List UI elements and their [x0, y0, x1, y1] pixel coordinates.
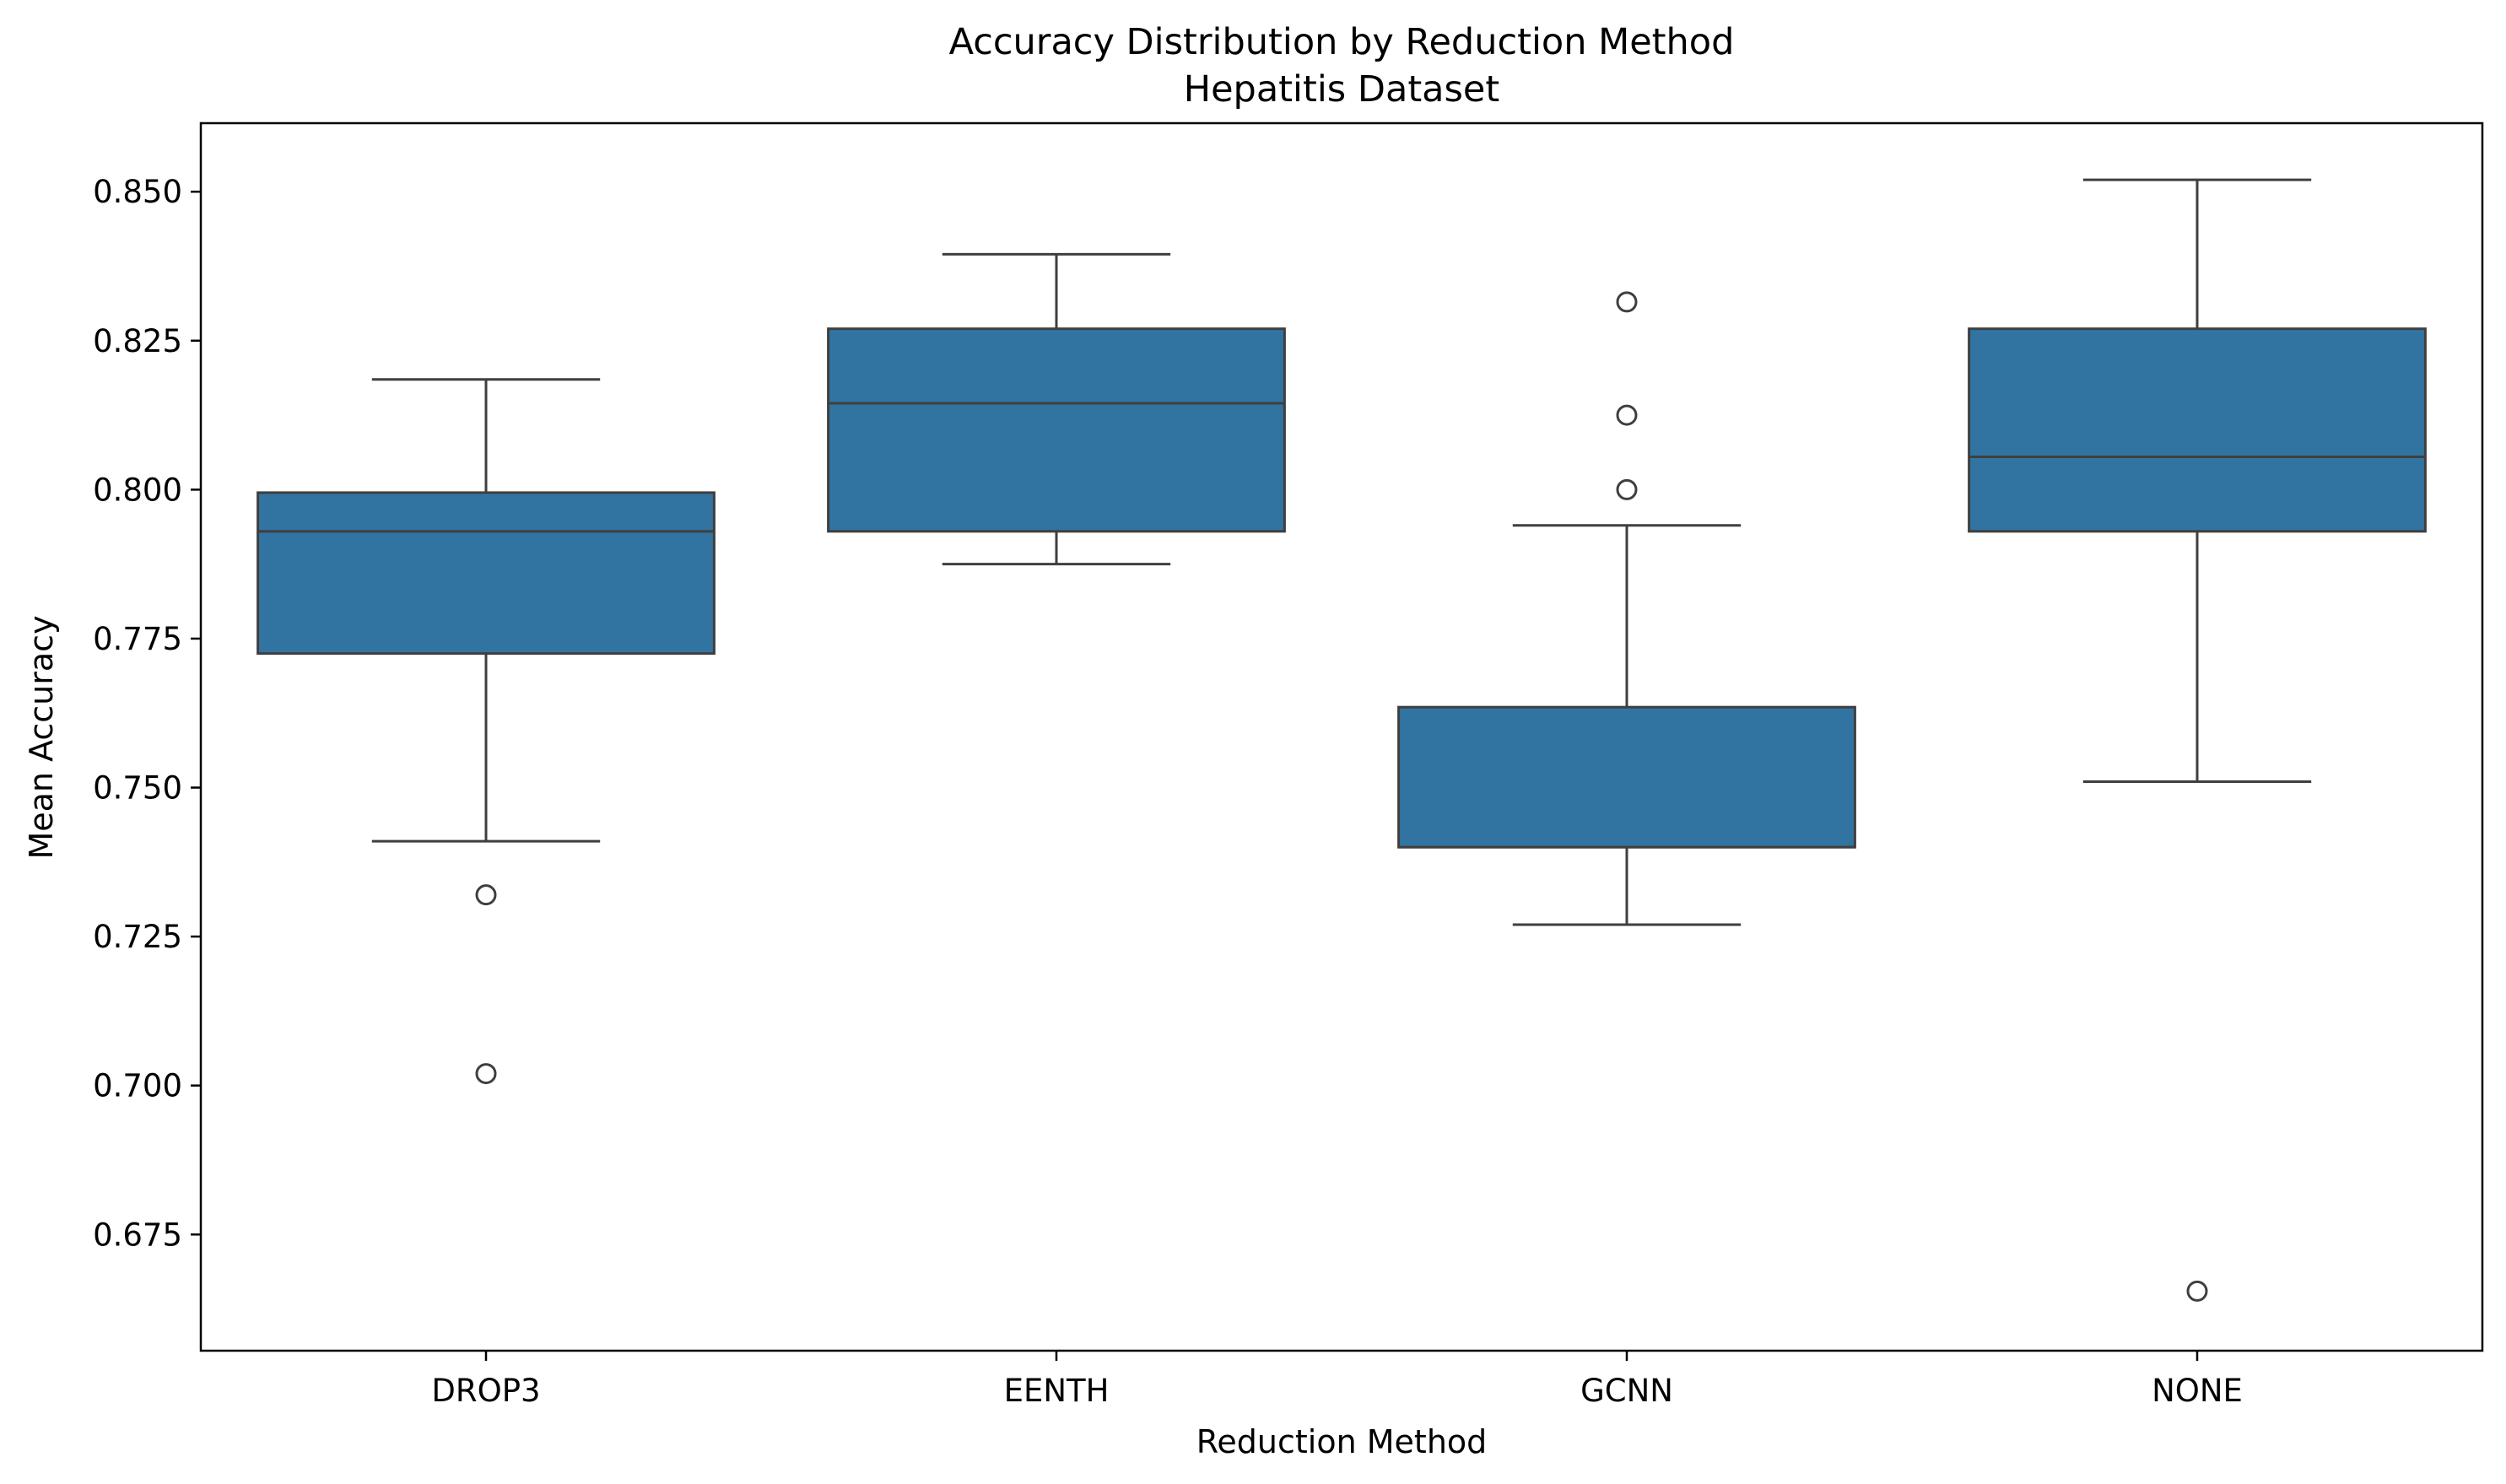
box-gcnn	[1397, 705, 1856, 849]
x-tick-label: NONE	[2152, 1373, 2243, 1409]
y-tick-label: 0.800	[93, 472, 182, 508]
outlier-point	[1616, 404, 1638, 426]
outlier-point	[475, 884, 497, 906]
y-tick-label: 0.700	[93, 1068, 182, 1104]
x-tick-label: EENTH	[1004, 1373, 1110, 1409]
outlier-point	[475, 1063, 497, 1085]
box-eenth	[827, 327, 1286, 533]
chart-title: Accuracy Distribution by Reduction Metho…	[949, 21, 1735, 63]
outlier-point	[1616, 291, 1638, 313]
x-tick-label: GCNN	[1580, 1373, 1673, 1409]
y-axis-label: Mean Accuracy	[23, 615, 60, 859]
outlier-point	[1616, 478, 1638, 500]
y-tick-label: 0.825	[93, 323, 182, 359]
y-tick-label: 0.850	[93, 174, 182, 210]
outlier-point	[2186, 1280, 2208, 1302]
y-tick-label: 0.675	[93, 1217, 182, 1253]
box-none	[1968, 327, 2427, 533]
y-tick-label: 0.775	[93, 621, 182, 657]
y-tick-label: 0.750	[93, 770, 182, 807]
plot-area: 0.675 0.700 0.725 0.750 0.775 0.800 0.825 0.850…	[93, 121, 2484, 1409]
chart-subtitle: Hepatitis Dataset	[1184, 68, 1500, 111]
box-drop3	[257, 491, 716, 656]
x-tick-label: DROP3	[431, 1373, 540, 1409]
y-tick-label: 0.725	[93, 919, 182, 955]
x-axis-label: Reduction Method	[1196, 1423, 1488, 1460]
plot-frame	[199, 121, 2484, 1352]
